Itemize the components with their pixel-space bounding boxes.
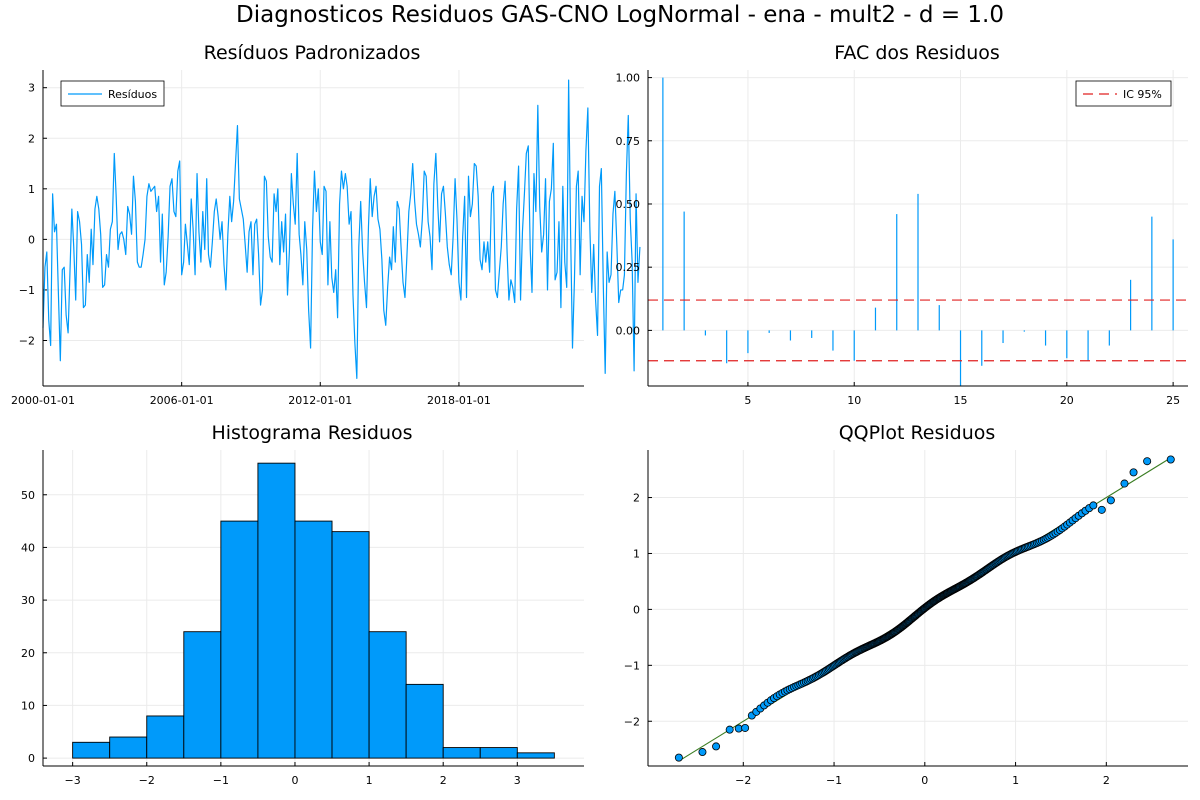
- legend: IC 95%: [1075, 80, 1172, 107]
- qq-point: [1166, 455, 1175, 464]
- y-tick-label: −2: [624, 715, 640, 728]
- histogram-bar: [405, 683, 444, 759]
- legend-label-ic: IC 95%: [1123, 88, 1162, 101]
- histogram-bar: [183, 631, 222, 759]
- y-tick-label: 0: [633, 603, 640, 616]
- x-tick-label: −2: [735, 774, 751, 787]
- x-tick-label: −1: [826, 774, 842, 787]
- y-tick-label: 0.00: [616, 324, 641, 337]
- x-tick-label: 2000-01-01: [11, 394, 75, 407]
- y-tick-label: 0.75: [616, 135, 641, 148]
- qq-point: [741, 723, 750, 732]
- x-tick-label: 1: [1012, 774, 1019, 787]
- x-tick-label: 10: [847, 394, 861, 407]
- histogram-bar: [72, 741, 111, 759]
- x-tick-label: 20: [1060, 394, 1074, 407]
- acf-chart: FAC dos Residuos 5 10 15 20 25 0.00 0.25 0.50 0…: [616, 42, 1188, 407]
- y-tick-label: 2: [28, 132, 35, 145]
- suptitle: Diagnosticos Residuos GAS-CNO LogNormal …: [236, 2, 1004, 28]
- qqplot-chart: QQPlot Residuos −2 −1 0 1 2 −2 −1 0 1 2: [624, 422, 1188, 787]
- legend: Resíduos: [60, 80, 165, 107]
- chart-title: Resíduos Padronizados: [204, 42, 421, 64]
- y-tick-label: 10: [21, 699, 35, 712]
- histogram-bar: [442, 747, 481, 759]
- x-tick-label: −2: [139, 774, 155, 787]
- histogram-bar: [516, 752, 555, 759]
- qq-point: [674, 753, 683, 762]
- residuals-line-chart: Resíduos Padronizados 2000-01-01 2006-01-…: [11, 42, 641, 407]
- x-tick-label: 3: [514, 774, 521, 787]
- chart-title: Histograma Residuos: [211, 422, 412, 444]
- y-tick-label: 0.25: [616, 261, 641, 274]
- histogram-bar: [220, 520, 259, 759]
- y-tick-label: 0: [28, 752, 35, 765]
- qq-point: [1089, 501, 1098, 510]
- y-tick-label: 1: [633, 547, 640, 560]
- histogram-chart: Histograma Residuos −3 −2 −1 0 1 2 3 0 10 20 30 40…: [21, 422, 584, 787]
- histogram-bar: [109, 736, 148, 759]
- chart-title: QQPlot Residuos: [839, 422, 996, 444]
- chart-title: FAC dos Residuos: [834, 42, 1000, 64]
- legend-label-residuos: Resíduos: [108, 88, 157, 101]
- x-tick-label: 2012-01-01: [288, 394, 352, 407]
- x-tick-label: 0: [291, 774, 298, 787]
- y-tick-label: 0: [28, 233, 35, 246]
- x-tick-label: 2: [440, 774, 447, 787]
- x-tick-label: −3: [65, 774, 81, 787]
- x-tick-label: 2: [1103, 774, 1110, 787]
- qq-point: [1143, 457, 1152, 466]
- y-tick-label: 3: [28, 82, 35, 95]
- y-tick-label: −1: [624, 659, 640, 672]
- y-tick-label: 2: [633, 492, 640, 505]
- qq-point: [712, 742, 721, 751]
- y-tick-label: −1: [19, 284, 35, 297]
- histogram-bar: [479, 747, 518, 759]
- x-tick-label: 2006-01-01: [150, 394, 214, 407]
- y-tick-label: 20: [21, 647, 35, 660]
- x-tick-label: −1: [213, 774, 229, 787]
- series-line-residuos: [42, 79, 641, 380]
- qq-point: [698, 748, 707, 757]
- histogram-bar: [331, 531, 370, 759]
- qq-point: [1097, 505, 1106, 514]
- y-tick-label: 0.50: [616, 198, 641, 211]
- x-tick-label: 15: [954, 394, 968, 407]
- histogram-bar: [294, 520, 333, 759]
- x-tick-label: 2018-01-01: [427, 394, 491, 407]
- qq-point: [1120, 479, 1129, 488]
- y-tick-label: 1: [28, 183, 35, 196]
- histogram-bar: [368, 631, 407, 759]
- qq-point: [725, 725, 734, 734]
- y-tick-label: 30: [21, 594, 35, 607]
- x-tick-label: 5: [744, 394, 751, 407]
- x-tick-label: 0: [921, 774, 928, 787]
- x-tick-label: 25: [1166, 394, 1180, 407]
- qq-point: [1129, 468, 1138, 477]
- qq-point: [1106, 496, 1115, 505]
- histogram-bar: [146, 715, 185, 759]
- y-tick-label: 1.00: [616, 72, 641, 85]
- y-tick-label: −2: [19, 334, 35, 347]
- x-tick-label: 1: [366, 774, 373, 787]
- histogram-bar: [257, 462, 296, 759]
- y-tick-label: 40: [21, 541, 35, 554]
- y-tick-label: 50: [21, 489, 35, 502]
